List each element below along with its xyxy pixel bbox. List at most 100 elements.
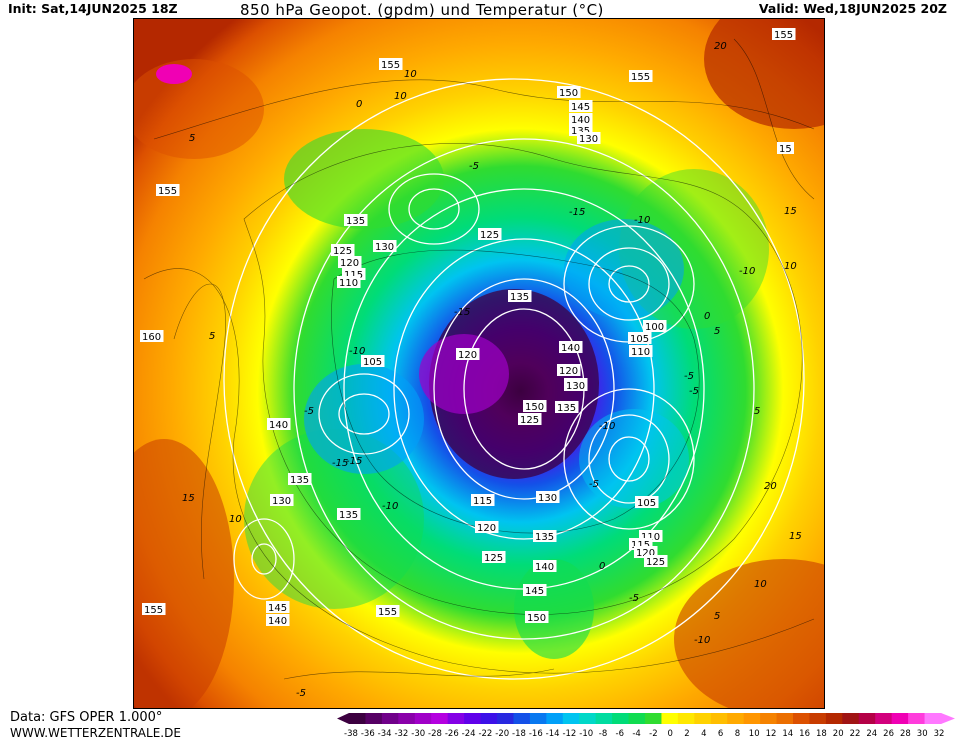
- geopotential-label-bg: [140, 330, 164, 342]
- geopotential-label: 125: [484, 553, 503, 564]
- geopotential-label: 115: [344, 270, 363, 281]
- colorbar-tick-label: 8: [735, 729, 740, 739]
- geopotential-label: 135: [571, 126, 590, 137]
- temperature-label: -5: [296, 688, 306, 699]
- colorbar-tick-label: 30: [917, 729, 928, 739]
- cold-lobe: [419, 334, 509, 414]
- temperature-label: -15: [454, 307, 470, 318]
- colorbar-tick-label: -8: [599, 729, 607, 739]
- colorbar-swatch: [365, 713, 383, 724]
- colorbar-swatch: [760, 713, 778, 724]
- geopotential-label: 140: [535, 562, 554, 573]
- geopotential-label-bg: [569, 100, 593, 112]
- colorbar-tick-label: 4: [701, 729, 706, 739]
- geopotential-label: 145: [268, 603, 287, 614]
- colorbar-swatch: [398, 713, 416, 724]
- geopotential-label: 145: [571, 102, 590, 113]
- temperature-label: 5: [714, 611, 720, 622]
- colorbar-swatch: [628, 713, 646, 724]
- geopotential-label: 150: [525, 402, 544, 413]
- map-canvas: 1551551551501451401351301515513512513012…: [134, 19, 824, 708]
- geopotential-label: 100: [645, 322, 664, 333]
- geopotential-label-bg: [142, 603, 166, 615]
- geopotential-label: 155: [378, 607, 397, 618]
- colorbar-swatch: [809, 713, 827, 724]
- blue-lobe-e: [579, 409, 689, 509]
- temperature-label: -15: [569, 207, 585, 218]
- geopotential-label-bg: [288, 473, 312, 485]
- geopotential-label: 140: [268, 616, 287, 627]
- geopotential-label: 135: [339, 510, 358, 521]
- geopotential-label: 125: [333, 246, 352, 257]
- colorbar-swatch: [497, 713, 514, 724]
- warm-blob-se: [674, 559, 824, 708]
- temperature-label: 10: [754, 579, 767, 590]
- geopotential-label-bg: [533, 560, 557, 572]
- init-time: Init: Sat,14JUN2025 18Z: [8, 1, 178, 16]
- geopotential-label-bg: [577, 132, 601, 144]
- temperature-label: -10: [599, 421, 615, 432]
- colorbar-swatch: [858, 713, 876, 724]
- geopotential-label-bg: [344, 214, 368, 226]
- temperature-label: 10: [394, 91, 407, 102]
- geopotential-label-bg: [266, 614, 290, 626]
- geopotential-label: 130: [272, 496, 291, 507]
- colorbar-swatch: [480, 713, 498, 724]
- colorbar-swatch: [349, 713, 366, 724]
- geopotential-label-bg: [635, 496, 659, 508]
- colorbar-tick-label: -12: [562, 729, 576, 739]
- geopotential-label-bg: [373, 240, 397, 252]
- geopotential-label-bg: [525, 611, 549, 623]
- geopotential-label-bg: [772, 28, 796, 40]
- temperature-label: 10: [229, 514, 242, 525]
- geopotential-label: 110: [641, 532, 660, 543]
- colorbar-swatch: [579, 713, 597, 724]
- colorbar-swatch: [727, 713, 745, 724]
- colorbar-tick-label: -20: [495, 729, 509, 739]
- colorbar-tick-label: 16: [799, 729, 810, 739]
- colorbar-tick-label: -14: [546, 729, 560, 739]
- geopotential-label: 125: [480, 230, 499, 241]
- website: WWW.WETTERZENTRALE.DE: [10, 726, 181, 740]
- colorbar-swatch: [924, 713, 942, 724]
- geopotential-label-bg: [266, 601, 290, 613]
- colorbar-swatch: [464, 713, 482, 724]
- geopotential-label: 110: [631, 347, 650, 358]
- colorbar-tick-label: -24: [462, 729, 476, 739]
- geopotential-label: 105: [637, 498, 656, 509]
- geopotential-label-bg: [628, 332, 652, 344]
- geopotential-label-bg: [644, 555, 668, 567]
- geopotential-label: 155: [774, 30, 793, 41]
- colorbar-swatch: [842, 713, 860, 724]
- colorbar-swatch: [447, 713, 465, 724]
- colorbar-swatch: [414, 713, 432, 724]
- geopotential-label-bg: [270, 494, 294, 506]
- geopotential-label: 150: [559, 88, 578, 99]
- geopotential-label-bg: [523, 400, 547, 412]
- temperature-label: -15: [332, 458, 348, 469]
- geopotential-label-bg: [456, 348, 480, 360]
- geopotential-label: 155: [381, 60, 400, 71]
- colorbar-swatch: [562, 713, 580, 724]
- geopotential-label-bg: [555, 401, 579, 413]
- colorbar-swatch: [661, 713, 679, 724]
- geopotential-label-bg: [475, 521, 499, 533]
- geopotential-label-bg: [559, 341, 583, 353]
- geopotential-label: 135: [510, 292, 529, 303]
- geopotential-label: 130: [538, 493, 557, 504]
- green-lobe-n: [284, 129, 444, 229]
- geopotential-label: 130: [579, 134, 598, 145]
- geopotential-label-bg: [379, 58, 403, 70]
- geopotential-label-bg: [629, 345, 653, 357]
- colorbar-tick-label: 10: [749, 729, 760, 739]
- colorbar-tick-label: 24: [866, 729, 877, 739]
- geopotential-label-bg: [564, 379, 588, 391]
- colorbar-tick-label: 32: [934, 729, 945, 739]
- temperature-label: -5: [684, 371, 694, 382]
- temperature-label: 20: [714, 41, 727, 52]
- temperature-label: -5: [629, 593, 639, 604]
- temperature-label: 20: [764, 481, 777, 492]
- colorbar-tick-label: 28: [900, 729, 911, 739]
- temperature-label: -15: [346, 456, 362, 467]
- geopotential-label-bg: [376, 605, 400, 617]
